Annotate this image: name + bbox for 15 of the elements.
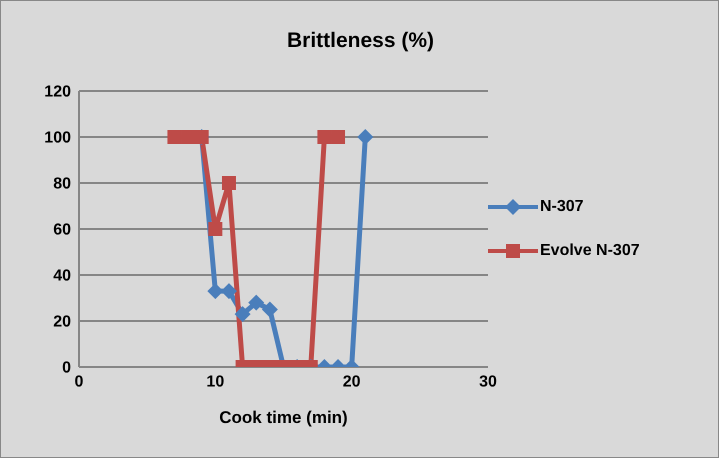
y-tick-label: 0	[62, 360, 72, 377]
y-tick-label: 40	[53, 268, 72, 285]
y-tick-label: 120	[44, 84, 72, 101]
y-tick-label: 20	[53, 314, 72, 331]
x-tick-label: 20	[342, 373, 361, 390]
y-tick-label: 100	[44, 130, 72, 147]
legend-label: N-307	[540, 198, 584, 216]
y-tick-label: 60	[53, 222, 72, 239]
legend-label: Evolve N-307	[540, 242, 640, 260]
x-tick-label: 10	[206, 373, 224, 390]
chart-title: Brittleness (%)	[286, 29, 436, 53]
x-tick-label: 0	[74, 373, 84, 390]
x-tick-label: 30	[479, 373, 497, 390]
y-tick-label: 80	[53, 176, 72, 193]
x-axis-title: Cook time (min)	[219, 408, 348, 427]
